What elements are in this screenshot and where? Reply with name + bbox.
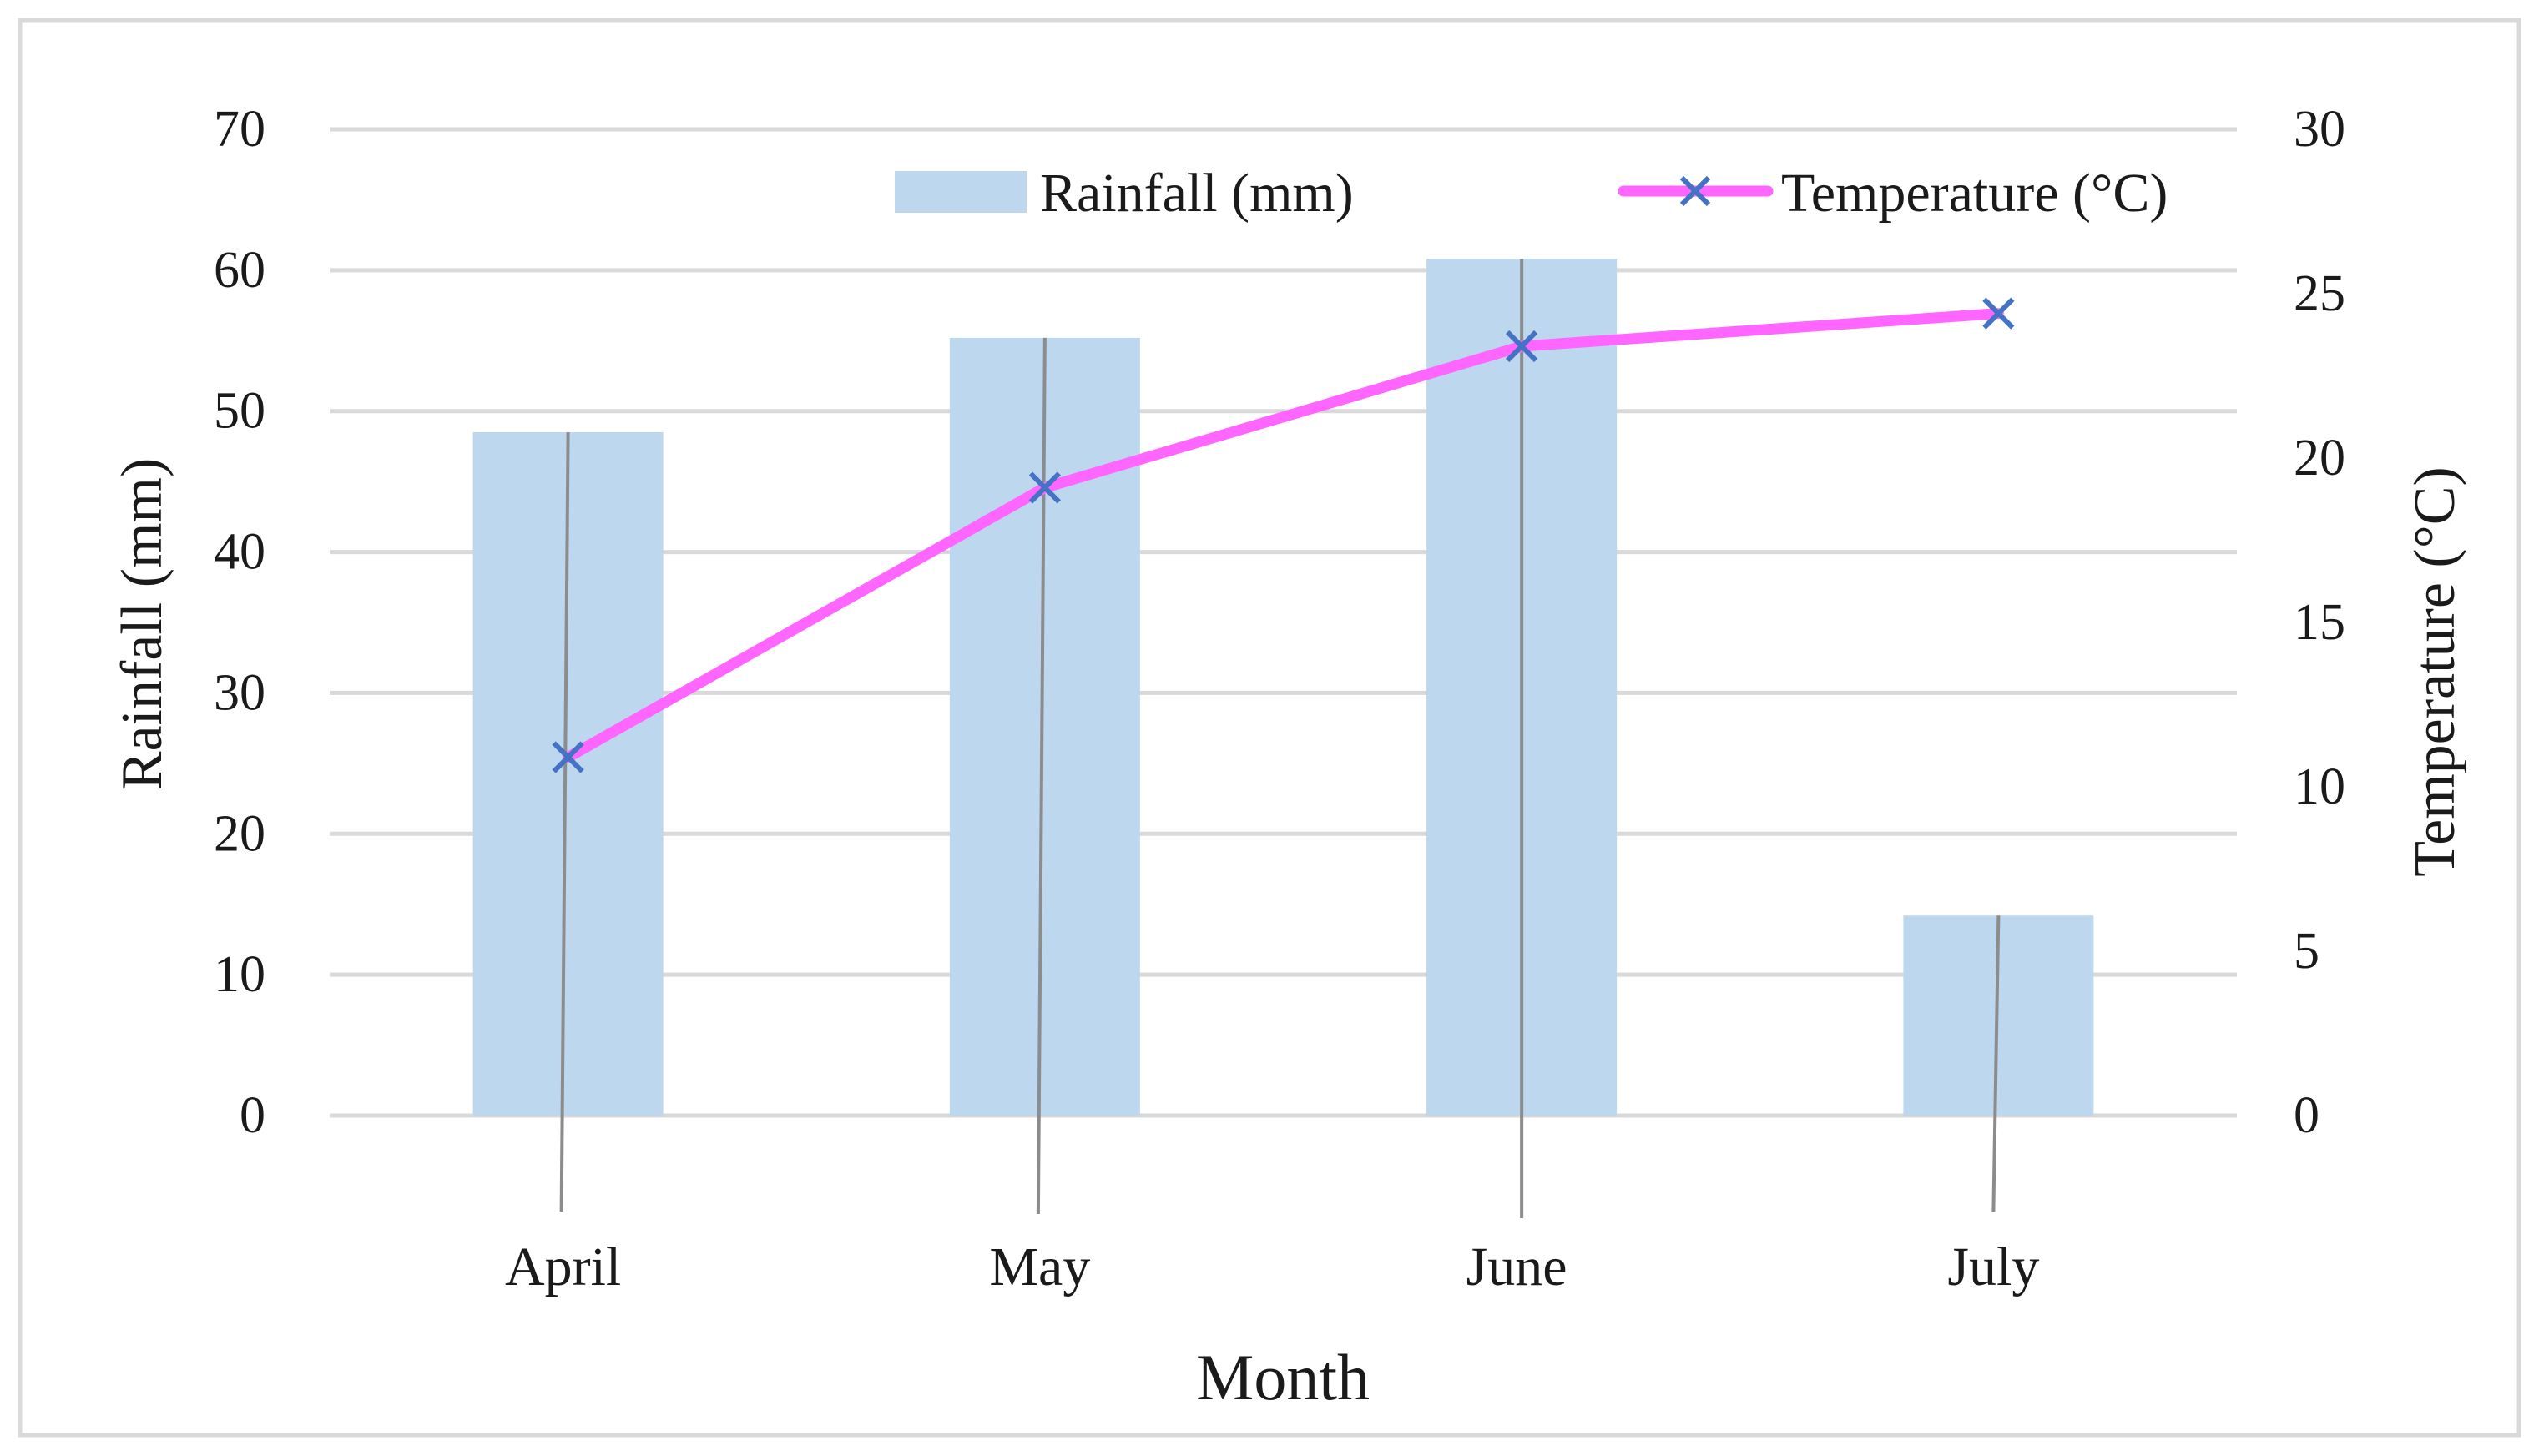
y-tick-label-0: 0 bbox=[240, 1087, 265, 1144]
legend: Rainfall (mm) Temperature (°C) bbox=[895, 163, 2168, 224]
y-tick-label-20: 20 bbox=[214, 805, 265, 862]
temperature-marker-july bbox=[1982, 297, 2015, 330]
y2-tick-label-0: 0 bbox=[2294, 1087, 2319, 1144]
right-axis-ticks: 0 5 10 15 20 25 30 bbox=[2294, 101, 2345, 1144]
y2-tick-label-5: 5 bbox=[2294, 923, 2319, 980]
left-axis-ticks: 0 10 20 30 40 50 60 70 bbox=[214, 101, 265, 1144]
legend-temperature-label: Temperature (°C) bbox=[1781, 163, 2168, 224]
y-tick-label-60: 60 bbox=[214, 242, 265, 299]
x-axis-ticks: April May June July bbox=[505, 1237, 2039, 1297]
legend-temperature-marker bbox=[1679, 175, 1711, 207]
error-line-july bbox=[1991, 915, 2001, 1212]
legend-rainfall-swatch bbox=[895, 171, 1027, 213]
temperature-marker-june bbox=[1506, 330, 1538, 363]
temperature-marker-april bbox=[552, 741, 584, 773]
legend-rainfall-label: Rainfall (mm) bbox=[1040, 163, 1354, 224]
y2-tick-label-15: 15 bbox=[2294, 594, 2345, 651]
y2-tick-label-30: 30 bbox=[2294, 101, 2345, 158]
x-tick-label-june: June bbox=[1466, 1237, 1567, 1297]
x-tick-label-may: May bbox=[989, 1237, 1090, 1297]
x-axis-title: Month bbox=[1196, 1341, 1370, 1413]
y-tick-label-30: 30 bbox=[214, 664, 265, 721]
y-tick-label-40: 40 bbox=[214, 524, 265, 581]
y-tick-label-70: 70 bbox=[214, 101, 265, 158]
chart-border bbox=[18, 18, 2521, 1438]
y-tick-label-10: 10 bbox=[214, 946, 265, 1003]
y2-tick-label-10: 10 bbox=[2294, 758, 2345, 815]
temperature-line bbox=[563, 308, 2004, 763]
y-axis-title: Rainfall (mm) bbox=[110, 458, 174, 791]
y2-axis-title: Temperature (°C) bbox=[2403, 466, 2467, 876]
temperature-line-group bbox=[552, 297, 2015, 773]
y2-tick-label-25: 25 bbox=[2294, 265, 2345, 322]
temperature-marker-may bbox=[1028, 471, 1061, 504]
x-tick-label-april: April bbox=[505, 1237, 621, 1297]
error-line-april bbox=[559, 432, 570, 1212]
y2-tick-label-20: 20 bbox=[2294, 430, 2345, 486]
rainfall-bars bbox=[472, 259, 2094, 1116]
y-tick-label-50: 50 bbox=[214, 383, 265, 440]
x-tick-label-july: July bbox=[1947, 1237, 2039, 1297]
